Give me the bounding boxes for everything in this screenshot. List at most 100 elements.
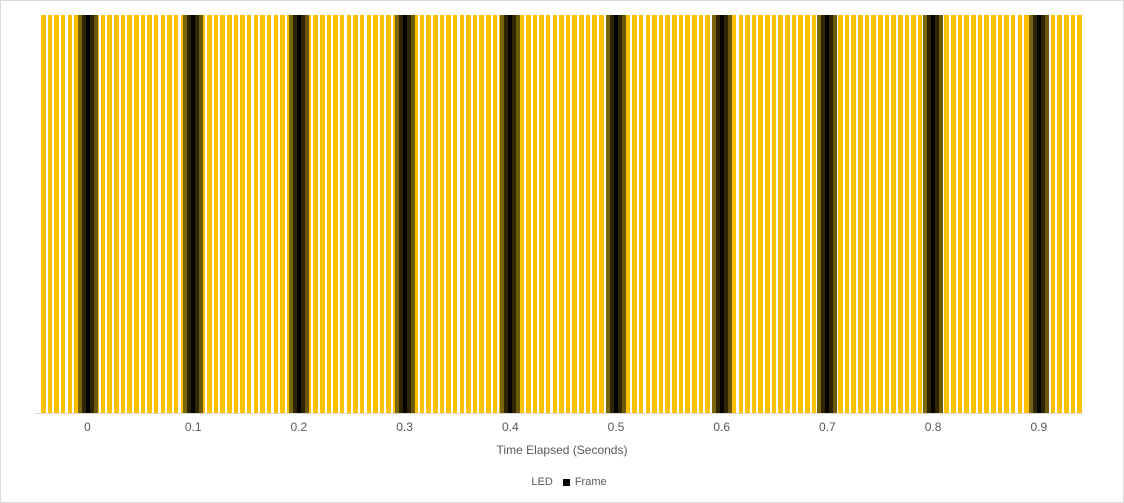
- frame-bar-stripe: [199, 15, 204, 413]
- frame-bar-stripe: [829, 15, 834, 413]
- led-bar: [120, 15, 126, 413]
- led-bar: [851, 15, 857, 413]
- frame-bar-stripe: [927, 15, 932, 413]
- frame-bar-stripe: [508, 15, 513, 413]
- legend-item-led: LED: [519, 476, 553, 488]
- frame-bar-stripe: [183, 15, 188, 413]
- led-bar: [74, 15, 79, 413]
- led-bar: [100, 15, 106, 413]
- frame-bar: [394, 15, 415, 413]
- frame-bar-stripe: [610, 15, 614, 413]
- plot-area: [41, 15, 1084, 413]
- led-bar: [565, 15, 571, 413]
- frame-bar-stripe: [191, 15, 196, 413]
- x-tick-label: 0.4: [501, 420, 519, 434]
- led-legend-label: LED: [531, 476, 553, 488]
- led-bar: [213, 15, 219, 413]
- x-tick-label: 0.5: [607, 420, 625, 434]
- led-bar: [107, 15, 112, 413]
- led-legend-marker: [519, 478, 527, 486]
- led-bar: [180, 15, 186, 413]
- led-bar: [658, 15, 664, 413]
- led-bar: [426, 15, 431, 413]
- frame-bar-stripe: [821, 15, 826, 413]
- x-axis-title: Time Elapsed (Seconds): [496, 443, 628, 457]
- frame-bar-stripe: [723, 15, 728, 413]
- led-bar: [698, 15, 704, 413]
- frame-bar-stripe: [304, 15, 309, 413]
- led-bar: [878, 15, 883, 413]
- frame-bar-stripe: [935, 15, 940, 413]
- led-bar: [665, 15, 671, 413]
- led-bar: [552, 15, 558, 413]
- led-bar: [951, 15, 956, 413]
- led-bar: [373, 15, 378, 413]
- frame-bar-stripe: [93, 15, 98, 413]
- led-bar: [253, 15, 259, 413]
- led-bar: [479, 15, 484, 413]
- led-bar: [1050, 15, 1056, 413]
- frame-bar-stripe: [516, 15, 521, 413]
- frame-legend-label: Frame: [574, 476, 607, 488]
- legend-item-frame: Frame: [562, 476, 607, 488]
- led-bar: [386, 15, 391, 413]
- frame-bar-stripe: [719, 15, 724, 413]
- frame-bar-stripe: [292, 15, 297, 413]
- frame-bar: [1028, 15, 1049, 413]
- led-bar: [745, 15, 750, 413]
- frame-legend-marker: [562, 478, 570, 486]
- led-bar: [990, 15, 996, 413]
- led-bar: [758, 15, 764, 413]
- frame-bar-stripe: [923, 15, 928, 413]
- frame-bar-stripe: [77, 15, 82, 413]
- led-bar: [227, 15, 232, 413]
- frame-bar-stripe: [1032, 15, 1037, 413]
- led-bar: [306, 15, 312, 413]
- led-bar: [977, 15, 983, 413]
- led-bar: [419, 15, 425, 413]
- led-bar: [1004, 15, 1009, 413]
- led-bar: [984, 15, 989, 413]
- led-bar: [492, 15, 498, 413]
- led-bar: [1070, 15, 1076, 413]
- frame-bar-stripe: [1028, 15, 1033, 413]
- led-bar: [240, 15, 245, 413]
- led-bar: [884, 15, 890, 413]
- led-bar: [140, 15, 146, 413]
- led-bar: [539, 15, 544, 413]
- led-bar: [313, 15, 318, 413]
- led-bar: [964, 15, 969, 413]
- frame-bar-stripe: [504, 15, 509, 413]
- frame-bar-stripe: [715, 15, 720, 413]
- led-bar: [439, 15, 445, 413]
- led-bar: [54, 15, 59, 413]
- led-bar: [379, 15, 385, 413]
- led-bar: [246, 15, 252, 413]
- frame-bar: [500, 15, 521, 413]
- led-bar: [41, 15, 46, 413]
- led-bar: [366, 15, 372, 413]
- led-bar: [472, 15, 478, 413]
- frame-bar-stripe: [500, 15, 505, 413]
- led-bar: [1017, 15, 1023, 413]
- led-bar: [844, 15, 850, 413]
- frame-bar: [606, 15, 626, 413]
- frame-bar-stripe: [711, 15, 716, 413]
- frame-bar-stripe: [1036, 15, 1041, 413]
- led-bar: [333, 15, 338, 413]
- frame-bar-stripe: [618, 15, 622, 413]
- led-bar: [652, 15, 657, 413]
- led-bar: [692, 15, 697, 413]
- led-bar: [685, 15, 690, 413]
- led-bar: [486, 15, 491, 413]
- led-bar: [858, 15, 863, 413]
- frame-bar-stripe: [394, 15, 399, 413]
- frame-bar-stripe: [825, 15, 830, 413]
- frame-bar-stripe: [89, 15, 94, 413]
- frame-bar-stripe: [81, 15, 86, 413]
- led-bar: [114, 15, 119, 413]
- frame-bar: [711, 15, 732, 413]
- led-bar: [944, 15, 950, 413]
- x-tick-label: 0.3: [396, 420, 413, 434]
- led-bar: [413, 15, 418, 413]
